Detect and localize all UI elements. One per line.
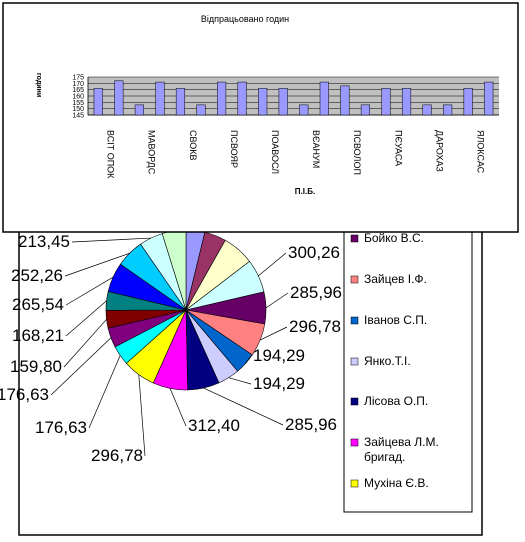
- legend-swatch: [350, 316, 359, 325]
- pie-data-label: 312,40: [188, 416, 240, 435]
- bar-x-tick-label: ПСВОЯР: [229, 130, 239, 168]
- bar-x-tick-label: МАВОРДС: [147, 130, 157, 175]
- bar: [319, 81, 329, 116]
- bar-x-tick-label: ЯЛОКСАС: [475, 130, 485, 174]
- bar-x-tick-label: СВОКВ: [188, 130, 198, 160]
- bar-x-ticks: ВСІТ ОПОК МАВОРДС СВОКВ ПСВОЯР ПОАВОСЛ ВЄАНУМ…: [106, 130, 486, 179]
- legend-label: Зайцев І.Ф.: [364, 272, 427, 286]
- pie-leader-line: [228, 377, 252, 385]
- pie-leader-line: [169, 388, 187, 427]
- bar: [299, 104, 309, 116]
- pie-data-label: 285,96: [285, 415, 337, 434]
- legend-swatch: [350, 275, 359, 284]
- bar-chart-x-axis-label: П.І.Б.: [295, 187, 315, 196]
- bar-chart-frame: [2, 2, 519, 233]
- pie-data-label: 285,96: [290, 283, 342, 302]
- pie-data-label: 194,29: [253, 374, 305, 393]
- pie-legend-items: Бойко В.С. Зайцев І.Ф. Іванов С.П. Янко.Т.І…: [350, 231, 439, 490]
- bar-x-tick-label: ДАРОХАЗ: [434, 130, 444, 172]
- pie-leader-line: [138, 374, 146, 457]
- pie-data-label: 296,78: [289, 317, 341, 336]
- pie-leader-line: [63, 319, 107, 368]
- bar-y-tick-label: 170: [72, 81, 84, 88]
- legend-label: Мухіна Є.В.: [364, 476, 429, 490]
- bar: [340, 85, 350, 116]
- pie-leader-line: [65, 300, 107, 337]
- pie-leader-line: [64, 252, 130, 277]
- pie-data-label: 213,45: [18, 232, 70, 251]
- bar: [484, 81, 494, 116]
- pie-data-label: 296,78: [91, 446, 143, 465]
- bar: [175, 88, 186, 116]
- legend-swatch: [350, 357, 359, 366]
- legend-swatch: [350, 397, 359, 406]
- pie-leader-line: [71, 237, 152, 243]
- pie-data-label: 159,80: [10, 357, 62, 376]
- bar-y-tick-label: 175: [72, 75, 84, 82]
- pie-data-label: 252,26: [11, 266, 63, 285]
- legend-label: Янко.Т.І.: [364, 354, 411, 368]
- pie-legend: [343, 224, 473, 513]
- bar-y-tick-label: 155: [72, 100, 84, 107]
- pie-leader-line: [258, 252, 287, 277]
- bar-y-tick-label: 165: [72, 87, 84, 94]
- bar: [422, 104, 432, 116]
- bar: [217, 81, 227, 116]
- bar-series: [93, 80, 494, 116]
- pie-leader-line: [65, 276, 114, 306]
- bar: [258, 88, 268, 116]
- bar: [114, 80, 124, 116]
- pie-data-labels: 300,26 285,96 296,78 194,29 194,29 285,96 312,…: [0, 232, 342, 465]
- pie-leader-line: [88, 355, 121, 429]
- bar-chart-title: Відпрацьовано годин: [201, 14, 289, 24]
- bar: [360, 104, 370, 116]
- pie-data-label: 194,29: [253, 346, 305, 365]
- pie-data-label: 168,21: [12, 326, 64, 345]
- bar: [93, 88, 103, 116]
- legend-swatch: [350, 479, 359, 488]
- pie-data-label: 265,54: [12, 295, 64, 314]
- bar-y-tick-label: 145: [72, 113, 84, 120]
- pie-data-label: 176,63: [0, 385, 49, 404]
- bar: [443, 104, 453, 116]
- pie-leader-line: [259, 326, 288, 341]
- pie-chart: [105, 229, 267, 391]
- pie-leader-line: [265, 292, 289, 309]
- legend-swatch: [350, 438, 359, 447]
- legend-label: Бойко В.С.: [364, 231, 424, 245]
- bar-x-tick-label: ВСІТ ОПОК: [106, 130, 116, 179]
- legend-label: Іванов С.П.: [364, 313, 427, 327]
- pie-leader-line: [245, 355, 252, 364]
- bar-x-tick-label: ПЄУАСА: [393, 130, 403, 166]
- legend-label: Лісова О.П.: [364, 394, 428, 408]
- bar: [134, 104, 144, 116]
- bar-y-tick-label: 160: [72, 94, 84, 101]
- legend-label: Зайцева Л.М.: [364, 435, 439, 449]
- bar: [278, 88, 288, 116]
- bar: [463, 88, 473, 116]
- bar: [381, 88, 391, 116]
- bar: [155, 81, 165, 116]
- pie-data-label: 300,26: [288, 243, 340, 262]
- pie-data-label: 176,63: [35, 418, 87, 437]
- bar-chart-y-axis-label: години: [35, 73, 42, 97]
- bar: [237, 81, 247, 116]
- bar: [401, 88, 412, 116]
- bar-y-tick-label: 150: [72, 106, 84, 113]
- legend-swatch: [350, 234, 359, 243]
- legend-label-cont: бригад.: [364, 450, 405, 464]
- pie-leader-line: [50, 337, 112, 396]
- bar: [196, 104, 206, 116]
- bar-x-tick-label: ВЄАНУМ: [311, 130, 321, 168]
- pie-leader-line: [203, 387, 284, 426]
- bar-x-tick-label: ПОАВОСЛ: [270, 130, 280, 174]
- bar-x-tick-label: ПСВОЛОП: [352, 130, 362, 175]
